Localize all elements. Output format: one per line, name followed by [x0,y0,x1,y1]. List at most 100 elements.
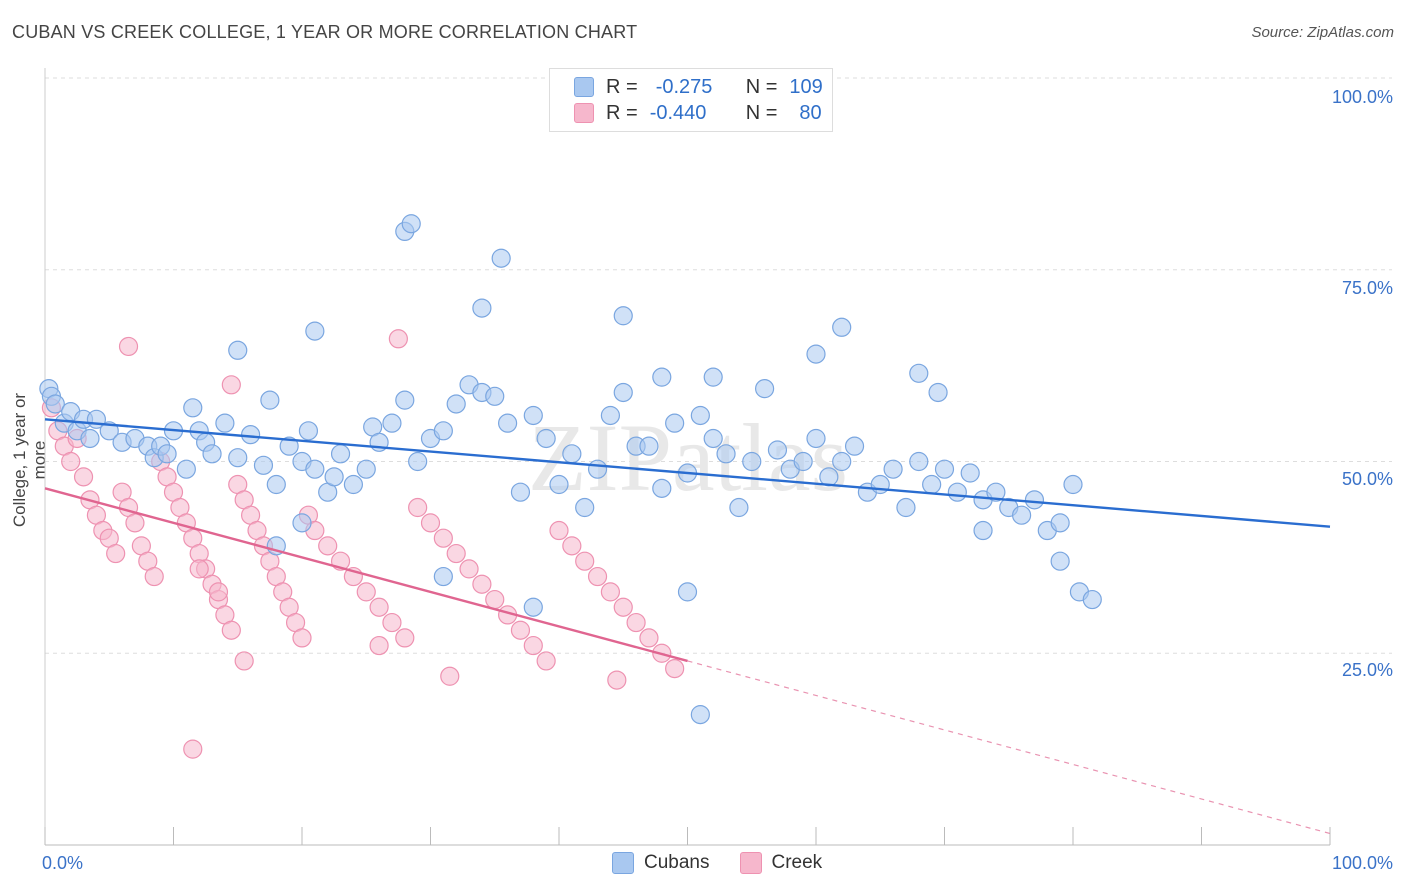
legend-item-cubans: Cubans [612,852,710,874]
creek-point [587,566,608,587]
cubans-point [279,436,299,456]
chart-title: CUBAN VS CREEK COLLEGE, 1 YEAR OR MORE C… [12,22,638,42]
trend-lines [44,418,1331,835]
cubans-point [716,444,736,464]
cubans-point [896,497,916,518]
cubans-point [408,451,428,472]
cubans-point [330,444,351,464]
cubans-point [690,705,710,725]
creek-point [369,597,389,617]
cubans-legend-swatch [612,852,634,874]
creek-point [626,612,646,633]
legend-n-value: 80 [799,101,822,124]
creek-point [183,739,203,759]
creek-point [221,375,241,395]
cubans-point [677,582,698,602]
creek-point [318,536,338,556]
creek-trend-extension [687,660,1331,835]
cubans-point [928,382,948,403]
cubans-point [909,363,929,383]
cubans-point [305,459,325,479]
cubans-point [433,421,453,441]
cubans-point [909,451,929,472]
cubans-point [793,451,813,472]
cubans-point [806,428,826,449]
creek-point [665,658,685,679]
cubans-point [510,482,531,502]
cubans-point [253,455,274,475]
cubans-point [1024,490,1045,510]
cubans-point [562,444,582,464]
creek-point [73,467,94,487]
tick-labels: 100.0% 75.0% 50.0% 25.0% 0.0% 100.0% [42,87,1393,873]
creek-legend-swatch [739,852,762,874]
creek-point [118,336,139,357]
creek-point [433,528,453,548]
cubans-point [549,474,569,495]
cubans-point [536,428,556,449]
creek-point [613,597,633,617]
correlation-legend: R = -0.275 N = 109 R = -0.440 N = 80 [549,68,833,132]
creek-point [189,559,209,579]
cubans-point [305,321,325,341]
creek-point [472,574,492,594]
cubans-point [241,425,261,445]
cubans-point [922,474,942,495]
creek-swatch [574,103,594,123]
cubans-point [575,497,595,518]
cubans-point [754,379,775,399]
cubans-point [324,467,344,487]
cubans-point [202,444,222,464]
creek-point [575,551,595,571]
cubans-point [844,436,865,456]
creek-point [536,651,556,671]
cubans-point [703,367,723,387]
cubans-point [266,474,286,495]
cubans-point [99,421,119,441]
creek-point [369,635,389,656]
legend-r-label: R = [606,101,638,124]
cubans-point [298,421,319,441]
cubans-point [973,520,993,541]
cubans-point [491,248,511,268]
cubans-point [433,566,453,587]
cubans-point [1011,505,1032,525]
legend-item-creek: Creek [739,852,823,874]
cubans-point [485,386,505,406]
creek-point [106,543,126,564]
creek-point [208,582,229,602]
legend-row-cubans: R = -0.275 N = 109 [574,74,823,100]
creek-point [510,620,531,640]
cubans-point [228,340,248,360]
cubans-point [183,398,203,418]
creek-point [523,635,543,656]
creek-point [125,513,145,533]
cubans-point [729,497,749,518]
cubans-point [665,413,685,433]
cubans-point [356,459,376,479]
y-tick-label: 25.0% [1342,660,1393,680]
creek-point [292,628,312,648]
creek-point [382,612,402,633]
cubans-point [703,428,723,449]
legend-label-cubans: Cubans [644,852,710,873]
cubans-point [157,444,177,464]
legend-r-value: -0.440 [649,101,707,124]
y-tick-label: 50.0% [1342,469,1393,489]
creek-trend-line [44,487,688,663]
cubans-point [883,459,903,479]
cubans-point [947,482,967,502]
cubans-points [39,214,1102,725]
creek-point [600,582,621,602]
cubans-point [934,459,955,479]
creek-points [41,329,685,759]
cubans-point [587,459,608,479]
grid-lines [45,77,1392,654]
cubans-point [690,405,710,426]
creek-point [639,628,659,648]
cubans-point [613,306,633,326]
x-tick-label: 100.0% [1332,853,1393,873]
legend-label-creek: Creek [771,852,823,873]
y-tick-label: 75.0% [1342,278,1393,298]
